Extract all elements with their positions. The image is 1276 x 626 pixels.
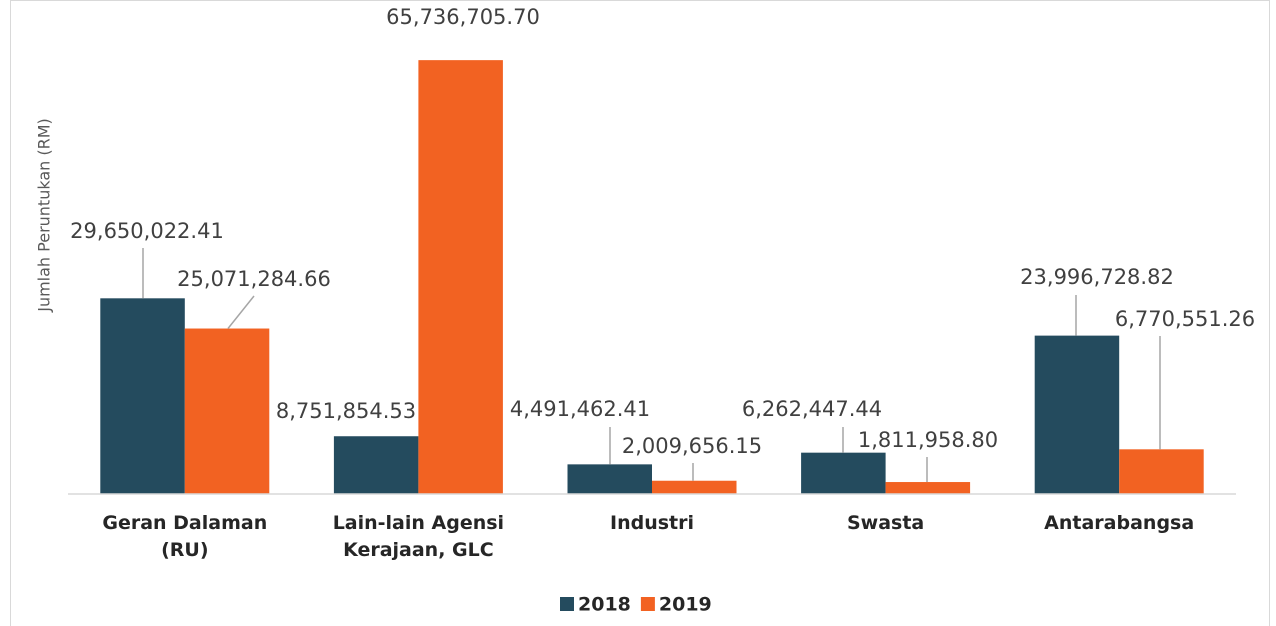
value-label: 8,751,854.53 — [276, 399, 416, 423]
bar — [885, 482, 971, 494]
bar — [184, 328, 270, 494]
leader-line — [227, 295, 255, 329]
bar — [801, 452, 886, 494]
legend-swatch — [640, 597, 655, 611]
legend-swatch — [560, 597, 574, 611]
bar — [1034, 335, 1120, 494]
bar — [333, 436, 419, 494]
legend-label: 2018 — [578, 594, 631, 616]
bar — [418, 60, 503, 494]
value-label: 25,071,284.66 — [177, 267, 331, 291]
value-label: 4,491,462.41 — [510, 397, 650, 421]
x-tick-label: Swasta — [846, 512, 925, 534]
bar — [100, 298, 185, 494]
x-tick-label: Lain-lain Agensi Kerajaan, GLC — [332, 512, 505, 561]
x-tick-label: Industri — [610, 512, 694, 534]
x-tick-label: Geran Dalaman (RU) — [102, 512, 268, 561]
value-label: 29,650,022.41 — [70, 219, 224, 243]
value-label: 1,811,958.80 — [858, 428, 998, 452]
value-label: 6,770,551.26 — [1115, 307, 1255, 331]
value-label: 23,996,728.82 — [1020, 265, 1174, 289]
y-axis-label: Jumlah Peruntukan (RM) — [35, 118, 54, 313]
legend-label: 2019 — [659, 594, 712, 616]
bar — [652, 480, 737, 494]
value-label: 65,736,705.70 — [386, 5, 540, 29]
bar — [567, 464, 652, 494]
frame — [10, 0, 1270, 626]
x-tick-label: Antarabangsa — [1044, 512, 1195, 534]
value-label: 6,262,447.44 — [742, 397, 882, 421]
bar — [1119, 449, 1204, 494]
value-label: 2,009,656.15 — [622, 434, 762, 458]
